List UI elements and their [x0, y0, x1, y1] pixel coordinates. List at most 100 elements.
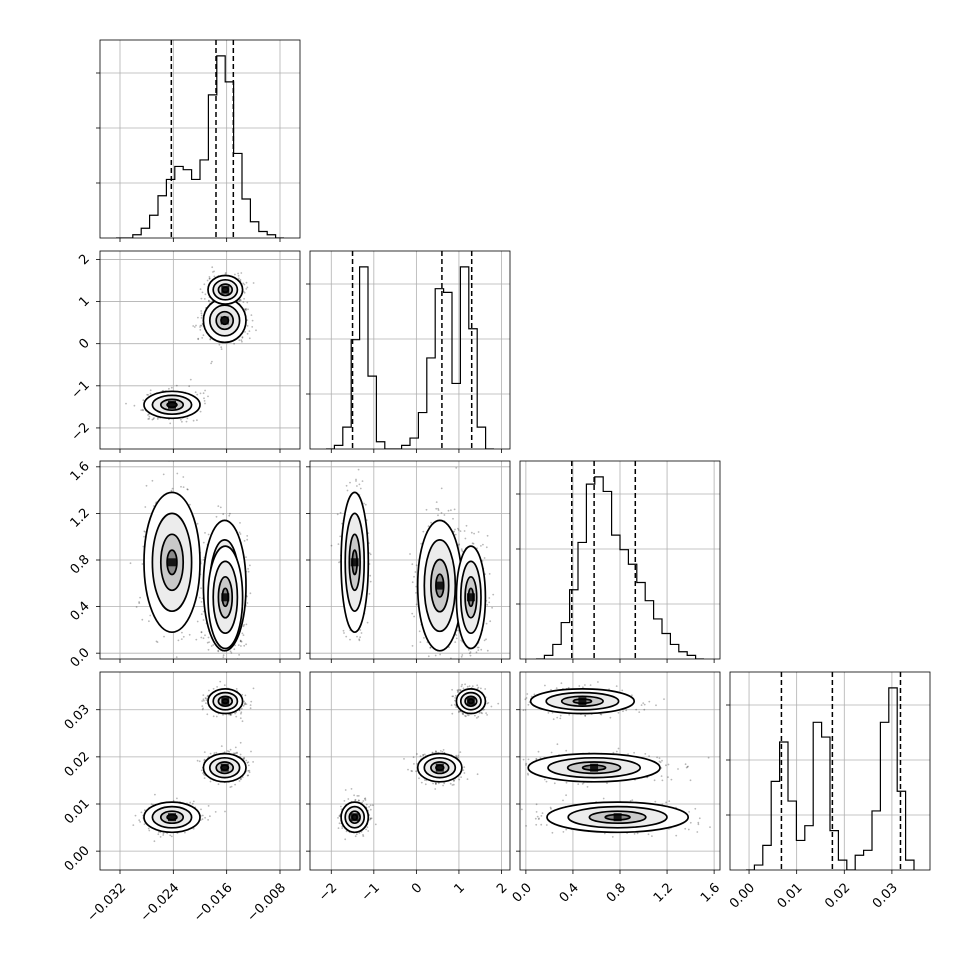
- scatter-point: [459, 530, 462, 532]
- scatter-point: [457, 527, 459, 530]
- scatter-point: [420, 542, 423, 545]
- scatter-point: [210, 362, 213, 365]
- y-tick-label: 2: [76, 252, 92, 268]
- y-tick-label: 0.8: [68, 552, 93, 577]
- y-tick-label: 1: [76, 294, 92, 310]
- scatter-point: [199, 392, 202, 395]
- scatter-point: [430, 521, 432, 524]
- scatter-point: [477, 646, 480, 649]
- y-tick-label: 0: [76, 336, 92, 352]
- scatter-point: [238, 531, 241, 534]
- density-peak: [221, 593, 230, 602]
- scatter-point: [239, 640, 242, 643]
- scatter-point: [197, 337, 200, 340]
- scatter-point: [207, 395, 209, 398]
- scatter-point: [138, 602, 141, 604]
- scatter-point: [142, 409, 145, 412]
- scatter-point: [222, 513, 225, 516]
- scatter-point: [133, 404, 136, 407]
- scatter-point: [246, 774, 249, 777]
- scatter-point: [222, 654, 225, 657]
- scatter-point: [477, 531, 480, 533]
- scatter-point: [467, 648, 470, 651]
- scatter-point: [155, 640, 158, 643]
- scatter-point: [203, 699, 205, 702]
- scatter-point: [457, 529, 460, 531]
- scatter-point: [134, 814, 137, 817]
- scatter-point: [184, 831, 186, 834]
- scatter-point: [194, 391, 197, 394]
- scatter-point: [452, 517, 454, 520]
- scatter-point: [202, 334, 205, 337]
- scatter-point: [197, 338, 200, 341]
- scatter-point: [206, 279, 209, 282]
- scatter-point: [458, 543, 461, 546]
- scatter-point: [239, 278, 242, 281]
- scatter-point: [203, 298, 206, 300]
- histogram-step: [326, 266, 494, 449]
- scatter-point: [180, 638, 183, 640]
- scatter-point: [162, 834, 165, 836]
- scatter-point: [148, 620, 150, 623]
- scatter-point: [143, 535, 146, 538]
- hist-panel-2: [306, 250, 511, 453]
- scatter-point: [336, 513, 339, 516]
- scatter-point: [204, 402, 206, 405]
- scatter-point: [338, 561, 340, 564]
- scatter-panel-3-2: [306, 460, 511, 665]
- scatter-point: [415, 585, 418, 588]
- scatter-point: [237, 644, 240, 646]
- scatter-point: [238, 300, 241, 302]
- scatter-point: [196, 419, 198, 422]
- scatter-point: [434, 654, 437, 657]
- scatter-point: [196, 620, 199, 623]
- histogram-step: [536, 476, 704, 659]
- scatter-point: [247, 568, 250, 570]
- scatter-point: [342, 629, 345, 632]
- scatter-point: [368, 552, 371, 554]
- scatter-point: [163, 635, 165, 638]
- scatter-point: [220, 348, 223, 350]
- scatter-point: [246, 535, 249, 537]
- scatter-point: [427, 525, 430, 528]
- scatter-point: [411, 612, 414, 615]
- scatter-point: [239, 640, 242, 642]
- scatter-point: [169, 422, 172, 425]
- scatter-point: [464, 537, 467, 540]
- scatter-point: [240, 711, 243, 714]
- scatter-point: [460, 639, 463, 642]
- scatter-point: [251, 326, 254, 328]
- scatter-point: [224, 272, 227, 274]
- scatter-panel-3-1: 0.00.40.81.21.6: [68, 451, 301, 671]
- scatter-point: [213, 270, 216, 273]
- scatter-point: [241, 336, 244, 338]
- scatter-point: [346, 489, 349, 492]
- scatter-point: [145, 484, 148, 487]
- scatter-point: [159, 836, 162, 838]
- scatter-point: [453, 508, 456, 511]
- scatter-point: [242, 634, 245, 636]
- scatter-point: [440, 663, 442, 665]
- scatter-point: [199, 329, 202, 331]
- scatter-point: [485, 638, 487, 641]
- scatter-point: [358, 638, 361, 641]
- scatter-point: [355, 478, 357, 481]
- scatter-point: [491, 606, 493, 609]
- scatter-point: [234, 273, 236, 276]
- scatter-point: [330, 544, 333, 547]
- scatter-point: [151, 418, 154, 421]
- scatter-point: [238, 339, 241, 342]
- scatter-point: [200, 769, 203, 772]
- scatter-point: [233, 648, 236, 651]
- scatter-point: [244, 308, 246, 311]
- scatter-point: [135, 606, 138, 608]
- scatter-point: [414, 571, 417, 573]
- scatter-point: [425, 508, 428, 511]
- scatter-point: [247, 570, 250, 573]
- scatter-point: [471, 542, 474, 545]
- scatter-point: [233, 342, 236, 345]
- scatter-point: [192, 419, 195, 422]
- scatter-point: [200, 636, 203, 639]
- scatter-point: [205, 451, 207, 453]
- scatter-point: [207, 648, 210, 651]
